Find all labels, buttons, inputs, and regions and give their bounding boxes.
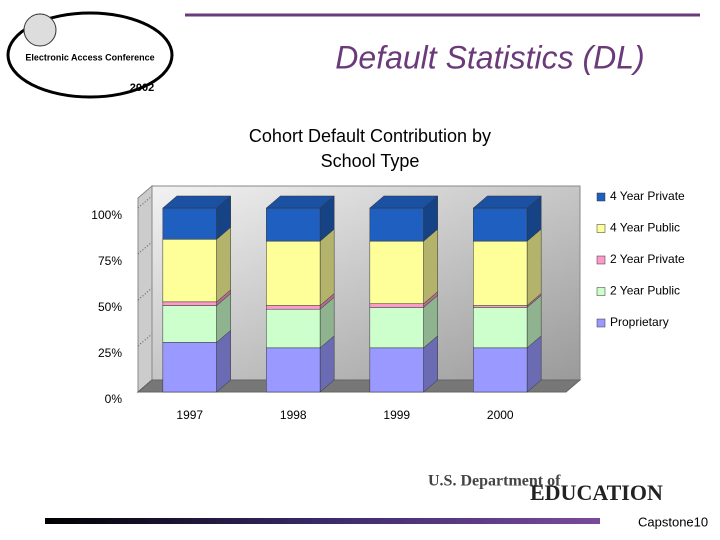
bar-top	[472, 195, 542, 209]
legend-swatch	[596, 224, 606, 233]
bar-side	[526, 228, 542, 307]
bottom-rule	[45, 518, 600, 524]
bar-segment	[473, 305, 528, 308]
bar-side	[423, 228, 438, 305]
bar-segment	[162, 342, 217, 393]
bar-segment	[369, 240, 424, 304]
bar-segment	[369, 207, 424, 242]
bar-segment	[162, 239, 217, 303]
logo-seal	[23, 13, 57, 47]
slide-title: Default Statistics (DL)	[335, 39, 644, 75]
bar-segment	[473, 347, 528, 393]
legend-label: Proprietary	[610, 315, 669, 329]
bar-segment	[266, 347, 321, 393]
chart-title: Cohort Default Contribution by School Ty…	[248, 126, 492, 171]
logo-name: Electronic Access Conference	[25, 52, 154, 62]
legend-swatch	[596, 287, 606, 296]
legend-swatch	[596, 318, 606, 328]
x-tick-label: 1998	[280, 408, 307, 422]
legend-label: 4 Year Private	[610, 189, 685, 203]
logo-year: 2002	[130, 82, 154, 94]
bar-segment	[162, 305, 217, 343]
y-tick-label: 25%	[98, 346, 122, 360]
y-tick-label: 100%	[91, 208, 122, 222]
bar-segment	[266, 240, 321, 306]
bar-segment	[369, 307, 424, 349]
bar-segment	[266, 207, 321, 242]
bar-segment	[473, 307, 528, 349]
bar-segment	[473, 207, 528, 242]
bar-segment	[266, 308, 321, 349]
bar-segment	[162, 207, 217, 240]
y-tick-label: 0%	[105, 392, 123, 406]
legend-swatch	[596, 192, 606, 202]
tick-line	[137, 379, 153, 393]
y-tick-label: 75%	[98, 254, 122, 268]
page-number: Capstone10	[638, 514, 708, 529]
footer-department: U.S. Department of	[428, 473, 561, 490]
bar-side	[216, 226, 231, 303]
bar-segment	[162, 301, 217, 306]
legend-label: 2 Year Private	[610, 252, 685, 266]
x-tick-label: 1997	[176, 408, 203, 422]
footer-agency: EDUCATION	[530, 480, 663, 505]
bar-side	[319, 228, 335, 307]
logo-ring	[6, 11, 174, 99]
x-tick-label: 1999	[383, 408, 410, 422]
tick-line	[137, 241, 153, 255]
bar-segment	[473, 240, 528, 306]
bar-segment	[266, 305, 321, 310]
legend-label: 2 Year Public	[610, 284, 680, 298]
y-tick-label: 50%	[98, 300, 122, 314]
bar-top	[162, 195, 232, 209]
bar-top	[265, 195, 335, 209]
legend-swatch	[596, 255, 606, 265]
bar-segment	[369, 347, 424, 393]
tick-line	[137, 195, 153, 209]
x-tick-label: 2000	[487, 408, 514, 422]
side-wall	[137, 184, 153, 394]
tick-line	[137, 333, 153, 347]
bar-top	[369, 195, 439, 209]
tick-line	[137, 287, 153, 301]
legend-label: 4 Year Public	[610, 221, 680, 235]
bar-segment	[369, 303, 424, 308]
